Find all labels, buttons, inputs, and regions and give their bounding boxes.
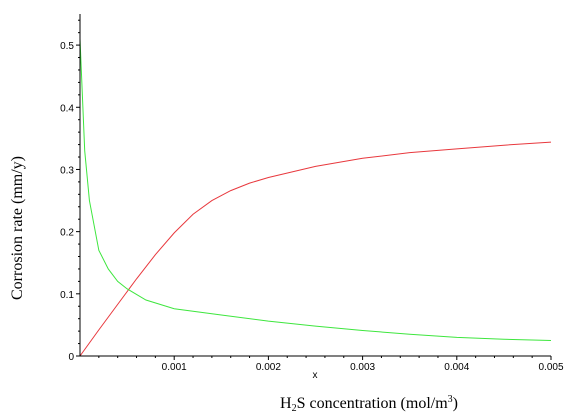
y-axis-title: Corrosion rate (mm/y) [9,156,26,300]
x-tick-label: 0.005 [538,362,563,373]
x-axis-title-prefix: H [280,395,292,412]
y-tick-label: 0.3 [60,165,74,176]
x-tick-label: 0.001 [162,362,187,373]
x-axis-title-superscript: 3 [448,394,453,405]
ticks: 0 0.1 0.2 0.3 0.4 0.5 0.001 0.002 0.003 0.004 0.00… [60,19,564,373]
x-variable-label: x [313,370,318,381]
series-line-green [79,38,552,341]
x-axis-title-middle: S concentration (mol/m [297,395,449,412]
series-line-red [79,141,552,357]
x-axis-title-subscript: 2 [292,403,297,412]
x-axis-title-suffix: ) [453,395,458,412]
plot-area [79,38,552,357]
x-tick-label: 0.002 [256,362,281,373]
y-tick-label: 0.2 [60,228,74,239]
y-tick-label: 0.4 [60,103,74,114]
x-tick-label: 0.003 [350,362,375,373]
y-tick-label: 0.1 [60,290,74,301]
x-axis-title: H2S concentration (mol/m3) [280,394,458,412]
axes [79,14,551,357]
y-tick-label: 0.5 [60,41,74,52]
y-tick-label: 0 [68,352,74,363]
x-tick-label: 0.004 [444,362,469,373]
